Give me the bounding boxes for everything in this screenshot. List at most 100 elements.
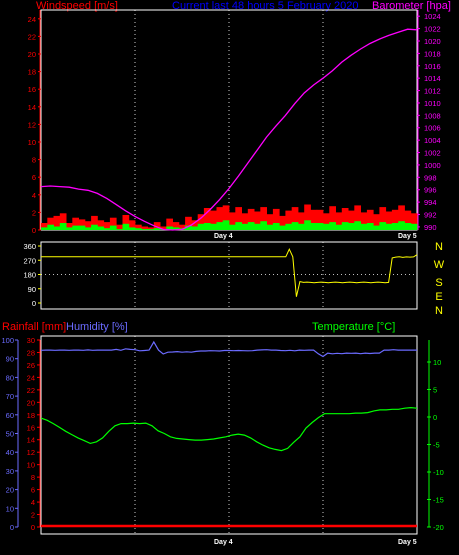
wind-gust-bar [254, 223, 261, 230]
barometer-tick-label: 1002 [424, 149, 441, 158]
rainfall-tick-label: 26 [27, 361, 35, 370]
barometer-tick-label: 1022 [424, 25, 441, 34]
wind-gust-bar [53, 226, 61, 230]
windspeed-bar [47, 217, 54, 230]
wind-gust-bar [398, 221, 405, 230]
wind-gust-bar [260, 221, 267, 230]
wind-gust-bar [66, 227, 73, 230]
compass-label: S [435, 277, 442, 289]
wind-gust-bar [97, 226, 105, 230]
wind-gust-bar [59, 223, 67, 230]
wind-gust-bar [304, 220, 311, 230]
rainfall-axis-label: Rainfall [mm] [2, 321, 66, 333]
wind-gust-bar [191, 226, 199, 230]
windspeed-tick-label: 18 [28, 68, 36, 77]
windspeed-bar [385, 211, 393, 230]
wind-gust-bar [203, 223, 211, 230]
barometer-tick-label: 992 [424, 211, 437, 220]
windspeed-bar [360, 212, 368, 230]
windspeed-bar [354, 205, 361, 230]
wind-gust-bar [266, 224, 274, 230]
humidity-tick-label: 90 [6, 355, 14, 364]
temperature-axis-label: Temperature [°C] [312, 321, 395, 333]
windspeed-bar [66, 223, 73, 230]
windspeed-bar [97, 220, 105, 230]
wind-gust-bar [404, 223, 412, 230]
wind-gust-bar [147, 229, 155, 230]
windspeed-bar [109, 217, 117, 230]
direction-tick-label: 0 [32, 299, 36, 308]
windspeed-bar [41, 223, 48, 230]
windspeed-bar [335, 212, 343, 230]
wind-gust-bar [360, 223, 368, 230]
windspeed-tick-label: 12 [28, 120, 36, 129]
windspeed-tick-label: 16 [28, 85, 36, 94]
windspeed-bar [84, 221, 92, 230]
direction-tick-label: 90 [28, 285, 36, 294]
wind-gust-bar [185, 225, 192, 230]
windspeed-tick-label: 6 [32, 173, 36, 182]
x-tick-day5-lower: Day 5 [398, 539, 417, 546]
wind-panel-frame [40, 9, 418, 231]
windspeed-bar [166, 218, 173, 230]
windspeed-axis-label: Windspeed [m/s] [36, 0, 118, 12]
windspeed-bar [197, 214, 205, 230]
wind-gust-bar [197, 223, 205, 230]
wind-gust-bar [310, 223, 318, 230]
wind-gust-bar [135, 228, 142, 230]
temperature-line [40, 406, 418, 452]
humidity-axis-label: Humidity [%] [66, 321, 128, 333]
barometer-tick-label: 1006 [424, 124, 441, 133]
windspeed-bars [41, 204, 418, 230]
wind-gust-bar [279, 225, 286, 230]
windspeed-tick-label: 14 [28, 103, 36, 112]
wind-direction-line [41, 248, 418, 297]
rainfall-tick-label: 14 [27, 436, 35, 445]
windspeed-bar [285, 210, 293, 230]
wind-gust-bar [410, 223, 418, 230]
rainfall-tick-label: 10 [27, 461, 35, 470]
barometer-tick-label: 1014 [424, 74, 441, 83]
rainfall-tick-label: 28 [27, 348, 35, 357]
wind-gust-bar [78, 225, 86, 230]
windspeed-tick-label: 2 [32, 208, 36, 217]
wind-gust-bar [116, 229, 123, 230]
temperature-tick-label: 5 [433, 386, 437, 395]
humidity-line [40, 340, 417, 358]
windspeed-bar [310, 209, 318, 230]
rainfall-tick-label: 20 [27, 398, 35, 407]
barometer-tick-label: 1012 [424, 87, 441, 96]
wind-gust-bar [323, 223, 330, 230]
humidity-tick-label: 10 [6, 504, 14, 513]
windspeed-bar [78, 219, 86, 230]
humidity-tick-label: 60 [6, 411, 14, 420]
windspeed-tick-label: 8 [32, 156, 36, 165]
wind-gust-bar [166, 226, 173, 230]
barometer-tick-label: 1024 [424, 12, 441, 21]
windspeed-bar [379, 207, 387, 230]
windspeed-bar [241, 213, 249, 230]
windspeed-bar [128, 220, 136, 230]
windspeed-bar [210, 210, 217, 230]
wind-gust-bar [366, 223, 374, 230]
windspeed-bar [141, 226, 148, 230]
wind-gust-bar [72, 225, 79, 230]
barometer-tick-label: 990 [424, 223, 437, 232]
barometer-tick-label: 1008 [424, 111, 441, 120]
wind-gust-bar [153, 228, 161, 230]
wind-gust-bar [141, 229, 148, 230]
barometer-tick-label: 1004 [424, 136, 441, 145]
windspeed-bar [116, 224, 123, 230]
rainfall-tick-label: 30 [27, 336, 35, 345]
compass-label: N [435, 241, 443, 253]
windspeed-tick-label: 10 [28, 138, 36, 147]
rainfall-tick-label: 4 [31, 498, 35, 507]
windspeed-bar [410, 213, 418, 230]
rainfall-tick-label: 0 [31, 523, 35, 532]
windspeed-bar [147, 227, 155, 230]
wind-gust-bar [335, 224, 343, 230]
